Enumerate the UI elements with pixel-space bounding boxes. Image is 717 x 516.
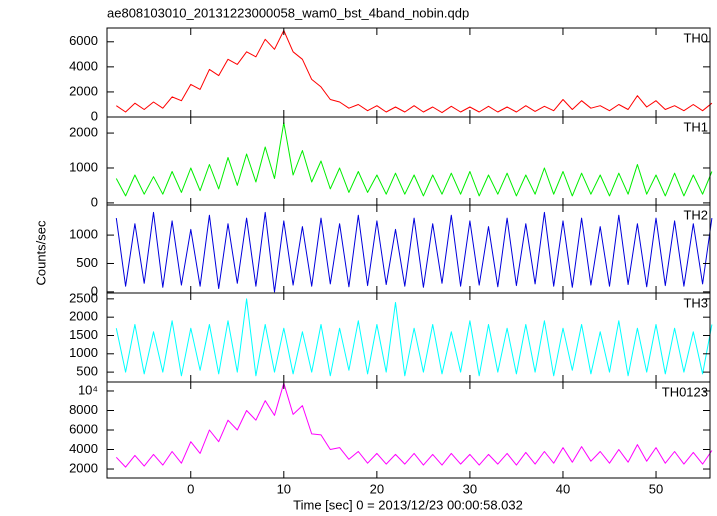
x-tick-label: 40	[556, 481, 570, 496]
y-tick-label: 1500	[69, 327, 98, 342]
y-tick-label: 4000	[69, 58, 98, 73]
x-tick-label: 10	[277, 481, 291, 496]
y-tick-label: 500	[76, 364, 98, 379]
y-tick-label: 8000	[69, 402, 98, 417]
x-tick-label: 50	[649, 481, 663, 496]
panel-label: TH0123	[662, 384, 708, 399]
chart-title: ae808103010_20131223000058_wam0_bst_4ban…	[107, 5, 469, 20]
light-curve	[116, 30, 713, 114]
y-tick-label: 1000	[69, 345, 98, 360]
y-tick-label: 0	[91, 283, 98, 298]
y-tick-label: 1000	[69, 159, 98, 174]
y-tick-label: 0	[91, 194, 98, 209]
x-tick-label: 0	[187, 481, 194, 496]
y-tick-label: 2000	[69, 83, 98, 98]
panel-frame	[106, 116, 711, 206]
y-tick-label: 2000	[69, 125, 98, 140]
y-tick-label: 0	[91, 108, 98, 123]
light-curve	[115, 382, 713, 468]
panel-label: TH3	[683, 295, 708, 310]
panel-label: TH2	[683, 207, 708, 222]
panel-frame	[106, 381, 711, 479]
y-tick-label: 6000	[69, 33, 98, 48]
y-tick-label: 500	[76, 255, 98, 270]
light-curve	[115, 122, 713, 197]
x-axis-label: Time [sec] 0 = 2013/12/23 00:00:58.032	[293, 497, 523, 512]
y-tick-label: 10⁴	[78, 382, 98, 397]
y-axis-label: Counts/sec	[33, 220, 48, 286]
y-tick-label: 1000	[69, 227, 98, 242]
light-curve	[115, 211, 713, 293]
panel-frame	[106, 292, 711, 383]
y-tick-label: 2000	[69, 460, 98, 475]
y-tick-label: 2000	[69, 309, 98, 324]
panel-frame	[106, 27, 711, 118]
x-tick-label: 30	[463, 481, 477, 496]
x-tick-label: 20	[370, 481, 384, 496]
panel-label: TH0	[683, 30, 708, 45]
y-tick-label: 6000	[69, 421, 98, 436]
y-tick-label: 4000	[69, 441, 98, 456]
y-tick-label: 2500	[69, 290, 98, 305]
light-curve	[115, 298, 713, 377]
panel-label: TH1	[683, 119, 708, 134]
